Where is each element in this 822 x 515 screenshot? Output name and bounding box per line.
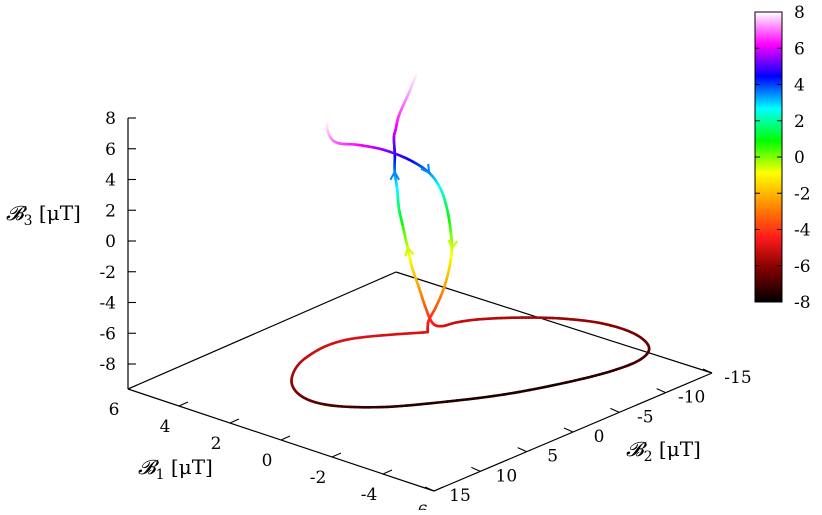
colorbar-tick-label: -6 bbox=[794, 257, 811, 277]
b1-tick-label: -2 bbox=[310, 468, 327, 488]
colorbar-tick-label: 0 bbox=[794, 148, 805, 168]
b2-tick-label: 15 bbox=[449, 486, 471, 506]
colorbar: 8 6 4 2 0 -2 -4 -6 -8 bbox=[755, 3, 811, 313]
axis-title-b3: 𝓑3 [μT] bbox=[6, 201, 81, 229]
b3-unit: [μT] bbox=[33, 201, 81, 225]
b1-tick bbox=[179, 402, 188, 406]
b2-tick bbox=[518, 448, 527, 452]
colorbar-tick-label: -8 bbox=[794, 293, 811, 313]
b1-tick-label: 2 bbox=[211, 434, 222, 454]
b3-sub: 3 bbox=[24, 213, 33, 229]
b1-tick-label: -6 bbox=[412, 502, 429, 510]
b1-tick-label: -4 bbox=[361, 485, 378, 505]
b1-tick bbox=[281, 436, 290, 440]
b3-tick-label: 6 bbox=[105, 140, 116, 160]
b2-unit: [μT] bbox=[653, 437, 701, 461]
b2-tick-label: 10 bbox=[496, 466, 518, 486]
colorbar-tick-label: 6 bbox=[794, 39, 805, 59]
b1-tick bbox=[230, 419, 239, 423]
colorbar-tick-label: 2 bbox=[794, 112, 805, 132]
b2-tick bbox=[564, 428, 573, 432]
colorbar-tick-label: -4 bbox=[794, 221, 811, 241]
b3-tick-label: -6 bbox=[99, 324, 116, 344]
b2-tick-label: -10 bbox=[678, 388, 705, 408]
b1-tick bbox=[434, 487, 443, 491]
axis-title-b1: 𝓑1 [μT] bbox=[138, 455, 213, 483]
b3-tick-label: -4 bbox=[99, 294, 116, 314]
b2-tick bbox=[610, 408, 619, 412]
b3-tick-label: -8 bbox=[99, 355, 116, 375]
b1-unit: [μT] bbox=[165, 455, 213, 479]
b2-tick-label: -15 bbox=[724, 368, 751, 388]
b3-tick-label: -2 bbox=[99, 263, 116, 283]
b3-tick-label: 0 bbox=[105, 232, 116, 252]
axis-title-b2: 𝓑2 [μT] bbox=[626, 437, 701, 465]
colorbar-tick-label: 8 bbox=[794, 3, 805, 23]
b3-tick-label: 2 bbox=[105, 201, 116, 221]
b3-tick-label: 8 bbox=[105, 109, 116, 129]
b1-tick bbox=[332, 453, 341, 457]
b2-sub: 2 bbox=[644, 449, 653, 465]
base-edge-back-left bbox=[128, 272, 396, 389]
b1-tick bbox=[383, 470, 392, 474]
b2-tick-label: -5 bbox=[637, 407, 654, 427]
b1-tick-label: 6 bbox=[109, 400, 120, 420]
b1-tick-label: 4 bbox=[160, 417, 171, 437]
b3-tick-label: 4 bbox=[105, 171, 116, 191]
b2-tick-label: 0 bbox=[594, 427, 605, 447]
b2-tick bbox=[471, 467, 480, 471]
colorbar-tick-label: -2 bbox=[794, 184, 811, 204]
b2-tick-label: 5 bbox=[547, 447, 558, 467]
b2-tick bbox=[657, 389, 666, 393]
b1-tick-label: 0 bbox=[262, 451, 273, 471]
b1-sub: 1 bbox=[156, 467, 165, 483]
trajectory-series bbox=[292, 0, 650, 407]
colorbar-tick-label: 4 bbox=[794, 76, 805, 96]
b1-tick bbox=[128, 385, 137, 389]
